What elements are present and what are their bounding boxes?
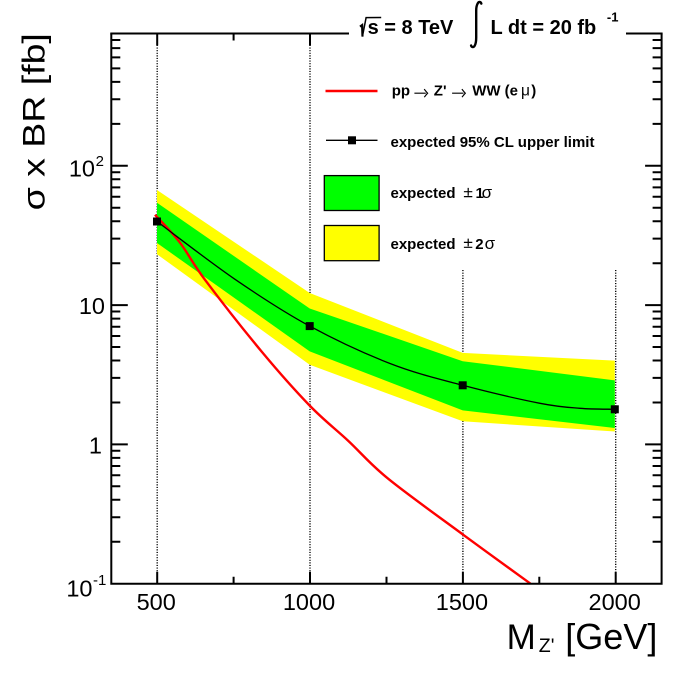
svg-text:[GeV]: [GeV] [565,616,657,657]
svg-text:10: 10 [66,575,92,601]
svg-text:10: 10 [79,293,105,319]
svg-text:expected 95% CL upper limit: expected 95% CL upper limit [391,134,595,151]
svg-text:1500: 1500 [436,589,488,615]
svg-text:10: 10 [69,155,95,181]
svg-text:L dt = 20 fb: L dt = 20 fb [491,17,597,39]
svg-text:ppZ'WW (eμ): pp Z' WW (e μ) [392,82,537,99]
svg-text:1: 1 [89,432,102,458]
svg-text:-1: -1 [607,9,619,24]
svg-text:Z': Z' [539,635,555,657]
svg-text:2000: 2000 [589,589,641,615]
svg-text:1000: 1000 [283,589,335,615]
svg-text:s = 8 TeV: s = 8 TeV [368,17,454,39]
svg-text:-1: -1 [93,572,106,589]
svg-text:σ x BR [fb]: σ x BR [fb] [17,33,52,210]
svg-text:2: 2 [96,153,104,170]
svg-text:500: 500 [137,589,176,615]
svg-text:M: M [507,618,536,657]
